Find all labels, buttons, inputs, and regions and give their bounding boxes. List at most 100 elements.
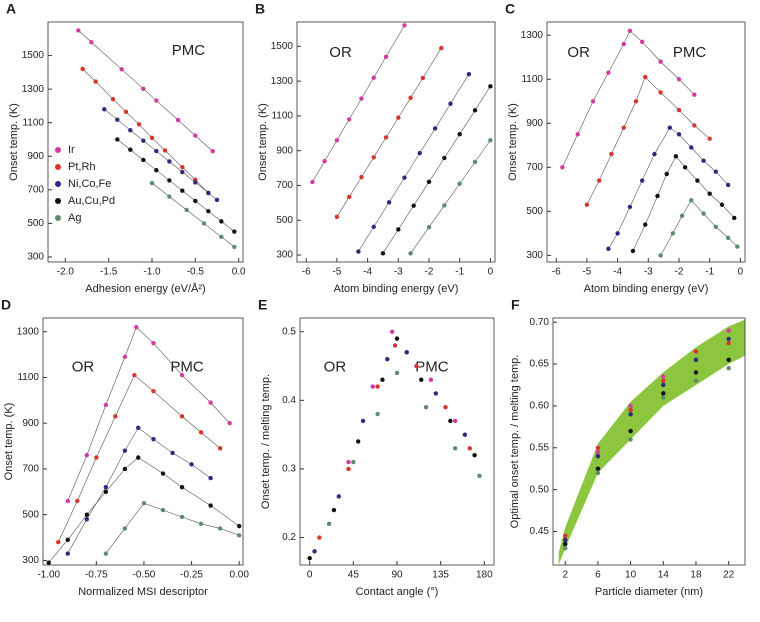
data-point	[208, 503, 213, 508]
data-point	[726, 336, 731, 342]
data-point	[609, 151, 614, 157]
x-axis-label: Normalized MSI descriptor	[78, 586, 208, 598]
data-point	[453, 418, 458, 424]
data-point	[386, 200, 392, 205]
x-tick-label: -5	[582, 267, 591, 278]
data-point	[695, 178, 700, 183]
data-point	[128, 128, 133, 133]
legend-label: Ir	[68, 144, 75, 156]
data-point	[179, 514, 185, 520]
data-point	[310, 179, 315, 185]
data-point	[563, 546, 568, 551]
y-tick-label: 0.3	[282, 464, 296, 475]
data-point	[477, 473, 482, 479]
y-tick-label: 900	[526, 118, 543, 129]
data-point	[217, 526, 223, 531]
data-point	[149, 180, 155, 186]
data-point	[693, 357, 699, 363]
data-point	[707, 136, 712, 141]
x-tick-label: 2	[562, 570, 568, 581]
data-point	[385, 356, 390, 362]
data-point	[375, 411, 380, 417]
data-point	[457, 181, 462, 186]
data-point	[356, 249, 361, 254]
legend-label: Pt,Rh	[68, 161, 96, 173]
data-point	[175, 117, 181, 123]
legend-marker	[55, 198, 61, 204]
data-point	[595, 445, 601, 450]
data-point	[575, 132, 580, 137]
data-point	[380, 377, 385, 382]
data-point	[467, 446, 472, 451]
data-point	[443, 404, 448, 410]
annotation: PMC	[170, 358, 204, 375]
data-point	[113, 414, 118, 419]
data-point	[595, 449, 601, 455]
data-point	[628, 428, 633, 434]
y-tick-label: 700	[27, 184, 44, 195]
data-point	[676, 107, 682, 113]
data-point	[693, 378, 699, 383]
data-point	[346, 459, 351, 465]
y-tick-label: 500	[526, 206, 543, 217]
data-point	[726, 340, 731, 346]
fit-line	[608, 127, 729, 249]
fit-line	[117, 139, 235, 232]
data-point	[184, 207, 189, 213]
data-point	[122, 354, 128, 360]
data-point	[122, 448, 128, 453]
data-point	[334, 138, 340, 143]
data-point	[179, 414, 185, 419]
data-point	[359, 174, 364, 180]
data-point	[627, 204, 633, 210]
y-tick-label: 1100	[271, 111, 293, 122]
fit-line	[67, 326, 230, 502]
data-point	[219, 234, 224, 240]
data-point	[701, 211, 706, 216]
data-point	[170, 450, 175, 456]
fit-line	[48, 457, 240, 563]
data-point	[394, 336, 400, 341]
data-point	[84, 517, 90, 522]
y-axis-label: Onset temp. / melting temp.	[260, 374, 272, 509]
y-tick-label: 900	[22, 418, 39, 429]
fit-line	[151, 182, 235, 248]
y-tick-label: 900	[27, 151, 44, 162]
data-point	[732, 215, 737, 221]
data-point	[701, 158, 706, 163]
x-axis-label: Particle diameter (nm)	[595, 586, 703, 598]
data-point	[371, 75, 376, 80]
y-tick-label: 300	[526, 250, 543, 261]
data-point	[383, 135, 389, 140]
x-tick-label: -2.0	[57, 267, 75, 278]
y-tick-label: 300	[27, 252, 44, 263]
data-point	[134, 324, 139, 330]
data-point	[661, 395, 666, 400]
data-point	[590, 99, 596, 104]
fit-line	[410, 140, 491, 254]
data-point	[408, 251, 413, 256]
data-point	[676, 77, 682, 82]
data-point	[162, 148, 168, 153]
data-point	[326, 521, 332, 527]
x-tick-label: 135	[432, 570, 449, 581]
x-tick-label: -3	[644, 267, 653, 278]
data-point	[75, 498, 80, 504]
legend-label: Ag	[68, 212, 81, 224]
data-point	[76, 28, 81, 33]
y-tick-label: 500	[27, 218, 44, 229]
data-point	[670, 231, 676, 236]
fit-line	[312, 25, 405, 183]
panel-letter: D	[1, 297, 11, 313]
data-point	[408, 95, 413, 101]
data-point	[628, 403, 633, 409]
y-axis-label: Optimal onset temp. / melting temp.	[509, 355, 521, 529]
y-tick-label: 1300	[17, 326, 40, 337]
fit-line	[586, 76, 710, 205]
data-point	[80, 66, 85, 72]
x-tick-label: -4	[613, 267, 622, 278]
data-point	[217, 446, 223, 451]
data-point	[383, 54, 389, 59]
data-point	[122, 466, 128, 472]
